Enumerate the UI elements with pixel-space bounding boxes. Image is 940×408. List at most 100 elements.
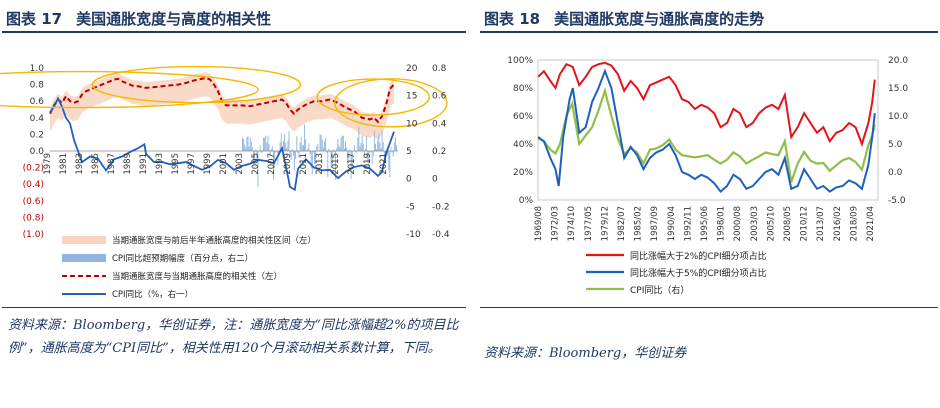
left-surprise-bar — [277, 151, 279, 165]
right-x-tick-label: 2008/05 — [783, 206, 793, 241]
left-surprise-bar — [381, 130, 383, 151]
left-surprise-bars-layer — [242, 124, 397, 188]
right-y-left-tick-label: 100% — [507, 56, 533, 66]
right-x-tick-label: 1977/05 — [584, 206, 594, 241]
left-surprise-bar — [312, 151, 314, 153]
left-surprise-bar — [389, 151, 391, 178]
left-surprise-bar — [373, 130, 375, 151]
left-y3-tick-label: 0.4 — [432, 119, 447, 129]
right-source-rule — [480, 307, 938, 308]
left-surprise-bar — [287, 140, 289, 151]
left-legend-swatch-band — [62, 236, 106, 244]
left-surprise-bar — [246, 137, 248, 151]
left-surprise-bar — [279, 141, 281, 151]
left-surprise-bar — [343, 148, 345, 151]
left-surprise-bar — [330, 151, 332, 169]
left-source-note: 资料来源：Bloomberg，华创证券，注：通胀宽度为“同比涨幅超2%的项目比例… — [8, 318, 459, 356]
left-surprise-bar — [305, 139, 307, 151]
right-x-tick-label: 1995/06 — [700, 206, 710, 241]
left-y1-tick-label: 0.6 — [30, 97, 45, 107]
right-x-tick-label: 1974/10 — [567, 206, 577, 241]
left-surprise-bar — [326, 151, 328, 154]
left-y2-tick-label: 20 — [406, 64, 418, 74]
left-surprise-bar — [283, 140, 284, 151]
left-surprise-bar — [329, 151, 331, 153]
right-y-left-tick-label: 0% — [519, 196, 534, 206]
left-surprise-bar — [331, 151, 333, 166]
left-y1-tick-label: 0.4 — [30, 114, 45, 124]
right-y-right-tick-label: 5.0 — [888, 140, 903, 150]
left-cpi-line — [49, 96, 395, 192]
left-surprise-bar — [372, 151, 374, 156]
left-surprise-bar — [341, 135, 343, 151]
left-surprise-bar — [317, 144, 319, 151]
left-surprise-bar — [257, 151, 259, 188]
left-surprise-bar — [368, 151, 370, 169]
left-surprise-bar — [353, 145, 355, 151]
left-surprise-bar — [292, 151, 294, 156]
left-surprise-bar — [346, 147, 348, 151]
right-cpi-line — [537, 86, 876, 183]
left-surprise-bar — [244, 144, 246, 151]
left-y2-tick-label: 0 — [406, 175, 412, 185]
left-y1-tick-label: 0.2 — [30, 130, 44, 140]
left-surprise-bar — [327, 151, 329, 177]
left-surprise-bar — [394, 137, 396, 151]
left-surprise-bar — [286, 148, 288, 151]
left-x-tick-label: 1991 — [139, 153, 149, 175]
left-surprise-bar — [299, 142, 301, 151]
left-surprise-bar — [259, 145, 261, 151]
left-highlight-ellipse — [316, 78, 430, 116]
left-surprise-bar — [391, 151, 393, 153]
left-surprise-bar — [356, 151, 358, 153]
left-surprise-bar — [314, 151, 315, 164]
left-x-tick-label: 2007 — [267, 153, 277, 175]
left-legend-label: CPI同比（%，右一） — [112, 289, 193, 300]
left-surprise-bar — [362, 144, 364, 151]
right-share-2pct-line — [537, 61, 876, 148]
left-surprise-bar — [338, 144, 340, 151]
right-y-left-tick-label: 40% — [513, 140, 533, 150]
left-surprise-bar — [387, 151, 389, 156]
right-y-left-tick-labels: 100% 80% 60% 40% 20% 0% — [507, 56, 533, 206]
left-x-tick-label: 1995 — [171, 153, 181, 175]
left-surprise-bar — [332, 149, 334, 151]
left-chart: 1979 1981 1983 1985 1987 1989 1991 1993 1995 1997… — [0, 64, 450, 300]
left-y1-tick-labels: 1.0 0.8 0.6 0.4 0.2 0.0 (0.2) (0.4) (0.6) (0.8) (1… — [23, 64, 45, 240]
left-y1-tick-label: (0.6) — [23, 197, 44, 207]
left-surprise-bar — [298, 151, 300, 157]
left-surprise-bar — [288, 131, 290, 151]
left-surprise-bar — [289, 151, 291, 158]
left-y3-tick-label: -0.4 — [432, 230, 450, 240]
left-surprise-bar — [379, 142, 381, 151]
left-surprise-bar — [335, 151, 337, 180]
left-surprise-bar — [253, 151, 254, 165]
left-surprise-bar — [271, 146, 273, 151]
left-surprise-bar — [363, 151, 365, 156]
left-y1-tick-label: (1.0) — [23, 230, 44, 240]
left-surprise-bar — [290, 151, 292, 160]
left-y3-tick-label: 0.2 — [432, 147, 446, 157]
left-surprise-bar — [267, 135, 269, 151]
left-surprise-bar — [309, 151, 311, 155]
left-surprise-bar — [357, 137, 359, 151]
left-surprise-bar — [260, 151, 262, 153]
left-highlight-ellipse — [91, 65, 302, 104]
left-legend-label: CPI同比超预期幅度（百分点，右二） — [112, 253, 253, 264]
left-surprise-bar — [366, 135, 368, 151]
left-surprise-bar — [307, 148, 309, 151]
left-surprise-bar — [266, 142, 268, 151]
left-y2-tick-label: 10 — [406, 119, 418, 129]
left-y2-tick-label: -5 — [406, 202, 415, 212]
right-x-tick-label: 1998/01 — [717, 206, 727, 241]
left-surprise-bar — [256, 151, 258, 161]
left-surprise-bar — [337, 138, 339, 151]
left-surprise-bar — [390, 146, 392, 151]
left-surprise-bar — [301, 145, 303, 151]
left-surprise-bar — [315, 151, 317, 164]
right-legend-label: 同比涨幅大于2%的CPI细分项占比 — [630, 250, 767, 262]
left-x-tick-labels: 1979 1981 1983 1985 1987 1989 1991 1993 1995 1997… — [43, 153, 389, 175]
left-y1-tick-label: 0.8 — [30, 81, 45, 91]
left-surprise-bar — [250, 141, 252, 151]
left-surprise-bar — [268, 143, 270, 151]
